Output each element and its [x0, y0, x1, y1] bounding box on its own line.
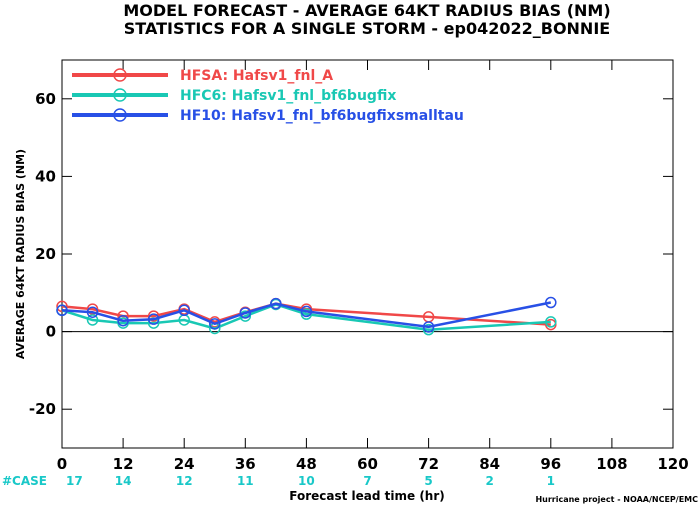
- x-axis: 0 12 24 36 48 60 72 84 96 108 120: [57, 60, 689, 473]
- credit-text: Hurricane project - NOAA/NCEP/EMC: [535, 495, 698, 504]
- case-count: 5: [424, 474, 432, 488]
- data-point: [117, 314, 129, 327]
- data-point: [545, 316, 557, 328]
- case-count: 12: [176, 474, 193, 488]
- data-point: [147, 313, 160, 325]
- legend-swatch-marker: [113, 108, 127, 122]
- x-tick-label: 0: [57, 455, 67, 473]
- chart-subtitle: STATISTICS FOR A SINGLE STORM - ep042022…: [124, 19, 610, 38]
- chart-title: MODEL FORECAST - AVERAGE 64KT RADIUS BIA…: [123, 1, 610, 20]
- data-point: [545, 296, 557, 309]
- data-point: [178, 304, 190, 317]
- y-tick-label: 60: [35, 90, 56, 108]
- case-count: 10: [298, 474, 315, 488]
- case-count: 1: [547, 474, 555, 488]
- data-point: [422, 321, 435, 333]
- x-tick-label: 72: [418, 455, 439, 473]
- data-point: [270, 297, 282, 310]
- legend-swatch-marker: [113, 68, 127, 82]
- data-point: [147, 310, 160, 322]
- legend-label: HFSA: Hafsv1_fnl_A: [180, 68, 333, 84]
- legend-swatch-marker: [113, 88, 127, 102]
- series-line-1: [61, 302, 551, 326]
- x-axis-label: Forecast lead time (hr): [289, 489, 445, 503]
- case-count: 14: [115, 474, 132, 488]
- y-tick-label: 40: [35, 167, 56, 185]
- x-tick-label: 48: [296, 455, 317, 473]
- data-point: [239, 307, 252, 319]
- x-tick-label: 108: [596, 455, 627, 473]
- case-label: #CASE: [2, 474, 47, 488]
- data-point: [86, 306, 99, 318]
- x-tick-label: 96: [540, 455, 561, 473]
- data-point: [56, 304, 68, 317]
- data-point: [86, 314, 99, 326]
- series-group: [56, 296, 557, 336]
- x-tick-label: 84: [479, 455, 500, 473]
- x-tick-label: 120: [657, 455, 688, 473]
- legend-label: HF10: Hafsv1_fnl_bf6bugfixsmalltau: [180, 108, 464, 124]
- y-axis-label: AVERAGE 64KT RADIUS BIAS (NM): [14, 149, 27, 359]
- y-tick-label: 0: [46, 323, 56, 341]
- x-tick-label: 60: [357, 455, 378, 473]
- series-line-3: [61, 301, 552, 329]
- case-count: 17: [66, 474, 83, 488]
- x-tick-label: 24: [174, 455, 195, 473]
- y-axis: -20 0 20 40 60: [29, 90, 673, 418]
- data-point: [86, 303, 99, 315]
- case-count: 11: [237, 474, 254, 488]
- legend-label: HFC6: Hafsv1_fnl_bf6bugfix: [180, 88, 396, 104]
- data-point: [209, 318, 221, 330]
- data-point: [300, 305, 313, 318]
- y-tick-label: -20: [29, 400, 56, 418]
- x-tick-label: 36: [235, 455, 256, 473]
- case-count: 2: [486, 474, 494, 488]
- y-tick-label: 20: [35, 245, 56, 263]
- case-count: 7: [363, 474, 371, 488]
- case-counts: #CASE 17 14 12 11 10 7 5 2 1: [2, 474, 555, 488]
- legend: HFSA: Hafsv1_fnl_A HFC6: Hafsv1_fnl_bf6bu…: [72, 68, 464, 124]
- x-tick-label: 12: [113, 455, 134, 473]
